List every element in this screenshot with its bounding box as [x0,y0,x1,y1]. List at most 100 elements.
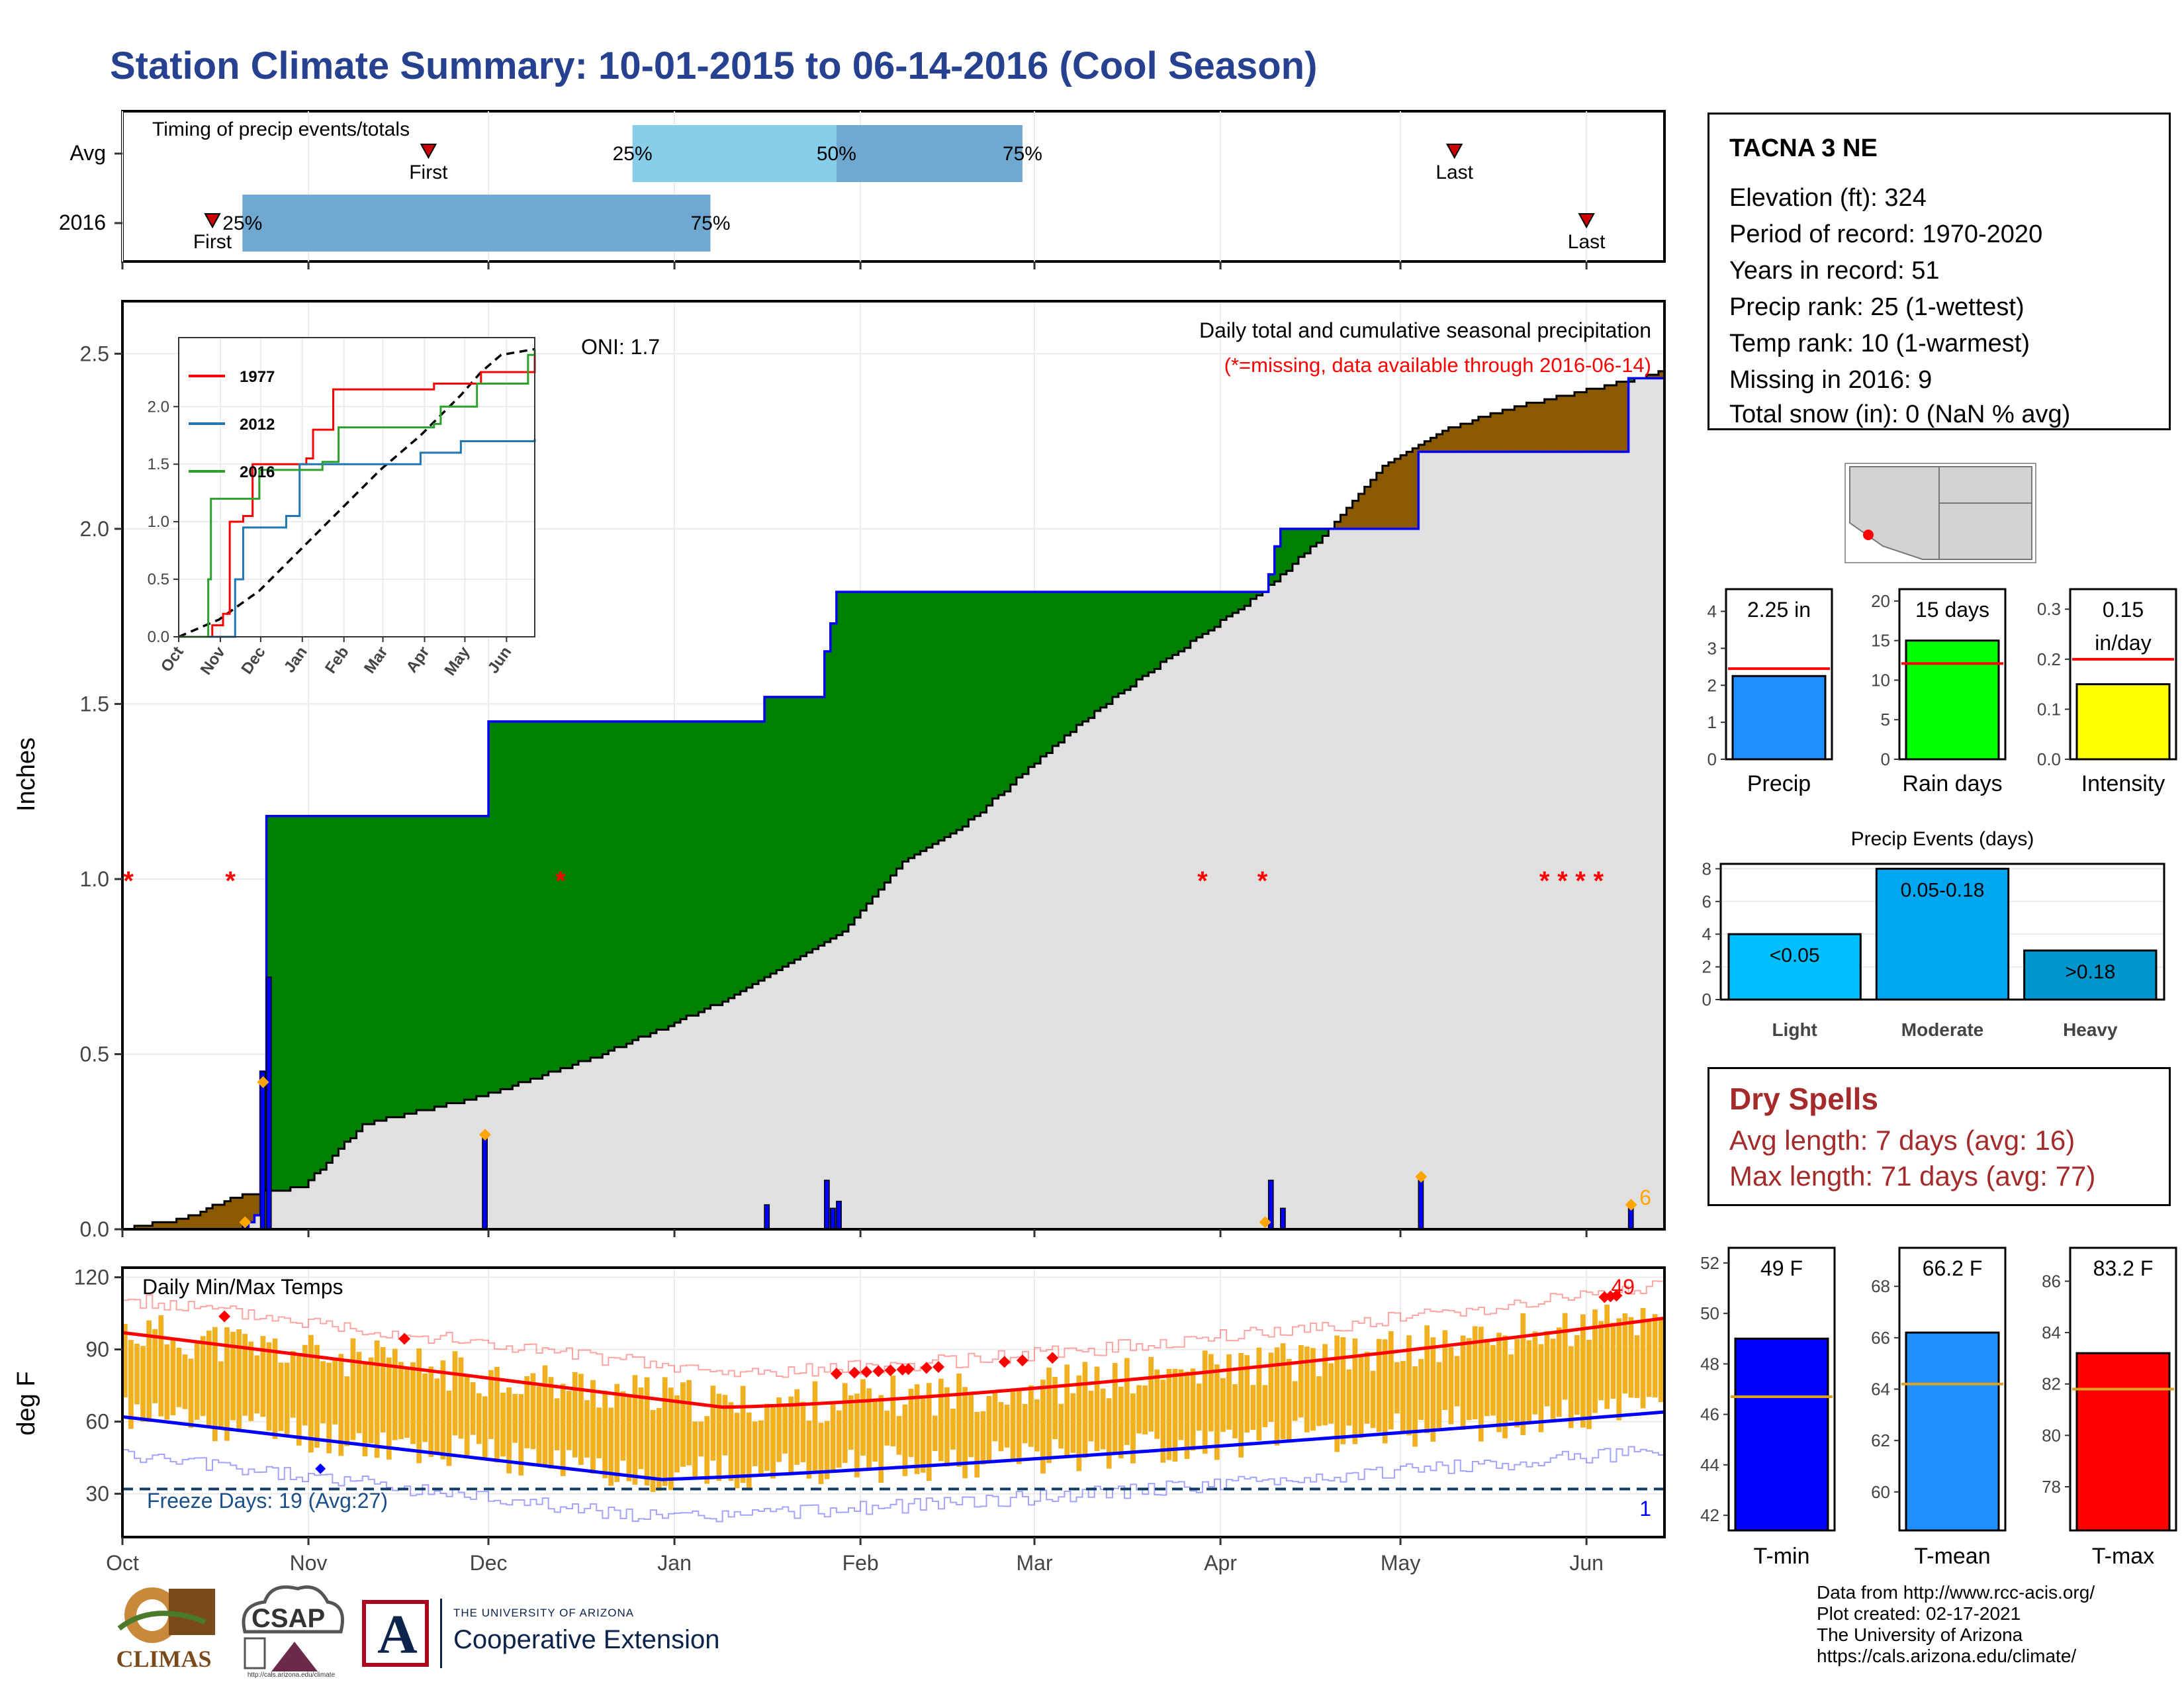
anomaly-fill [524,721,531,1082]
anomaly-fill [1424,441,1432,452]
baseline-fill [890,875,897,1229]
mini-category-label: T-mean [1914,1544,1990,1569]
baseline-fill [1142,676,1149,1229]
anomaly-fill [1298,528,1305,557]
credit-line: https://cals.arizona.edu/climate/ [1817,1646,2077,1666]
daily-temp-bar [1082,1362,1088,1458]
daily-precip-bar [830,1207,836,1230]
anomaly-fill [1322,528,1329,536]
anomaly-fill [560,721,567,1068]
inset-y-tick-label: 0.5 [148,571,169,588]
baseline-fill [1328,528,1335,1230]
mini-y-tick-label: 4 [1707,602,1717,622]
daily-temp-bar [926,1383,932,1481]
daily-temp-bar [350,1338,356,1440]
record-high-marker [218,1310,231,1323]
dry-spells-title: Dry Spells [1729,1082,1878,1116]
daily-temp-bar [1292,1381,1298,1421]
daily-temp-bar [428,1366,434,1457]
event-bar-label: <0.05 [1770,945,1820,966]
mini-y-tick-label: 84 [2042,1323,2061,1342]
daily-temp-bar [218,1361,224,1428]
baseline-fill [374,1120,381,1229]
baseline-fill [638,1037,645,1229]
daily-temp-bar [536,1386,542,1465]
anomaly-fill [140,1225,147,1229]
daily-temp-bar [494,1366,500,1463]
y-tick-label: 0.5 [80,1042,109,1066]
daily-temp-bar [1226,1354,1232,1430]
anomaly-fill [848,592,855,925]
avg-cumulative-line [122,370,1664,1231]
station-snow: Total snow (in): 0 (NaN % avg) [1729,400,2071,428]
daily-temp-bar [1094,1366,1100,1452]
baseline-fill [1574,451,1581,1229]
anomaly-fill [1196,592,1203,637]
mini-y-tick-label: 3 [1707,638,1717,658]
baseline-fill [782,966,789,1229]
anomaly-fill [1364,487,1371,529]
missing-marker: * [1557,867,1568,896]
baseline-fill [500,1089,507,1229]
baseline-fill [854,917,861,1229]
baseline-fill [518,1082,525,1229]
mini-y-tick-label: 44 [1700,1455,1719,1475]
anomaly-fill [272,816,279,1191]
summary-precip-bars: 0 1 2 3 4 2.25 in Precip 0 5 10 15 20 15 days Rain da… [1707,588,2177,796]
daily-temp-bar [1304,1346,1310,1432]
daily-temp-bar [620,1391,626,1461]
daily-temp-bar [296,1356,302,1446]
daily-temp-bar [1454,1356,1460,1407]
daily-temp-bar [164,1344,170,1420]
daily-temp-bar [800,1401,806,1462]
anomaly-fill [1352,500,1359,529]
anomaly-fill [1022,592,1029,774]
daily-temp-bar [998,1402,1004,1452]
daily-temp-bar [1526,1340,1532,1422]
daily-temp-bar [1184,1371,1190,1459]
anomaly-fill [1616,381,1623,452]
daily-temp-bar [1340,1337,1346,1444]
daily-temp-bar [1580,1314,1586,1428]
anomaly-fill [1400,455,1407,529]
baseline-fill [1406,528,1413,1230]
daily-temp-bar [1592,1309,1598,1413]
baseline-fill [434,1106,441,1229]
baseline-fill [338,1149,345,1229]
daily-temp-bar [212,1327,218,1442]
baseline-fill [884,882,891,1229]
daily-temp-bar [1208,1354,1214,1432]
daily-temp-bar [1196,1383,1202,1431]
daily-temp-bar [1424,1325,1430,1434]
daily-temp-bar [638,1387,644,1470]
baseline-fill [1508,451,1515,1229]
baseline-fill [296,1187,303,1229]
baseline-fill [1136,679,1143,1229]
baseline-fill [1466,451,1473,1229]
daily-temp-bar [1628,1317,1634,1398]
baseline-fill [362,1124,369,1229]
daily-temp-bar [1286,1358,1292,1440]
baseline-fill [1340,528,1347,1230]
baseline-fill [368,1124,375,1229]
anomaly-fill [1448,427,1455,452]
inset-series-line [179,349,536,638]
anomaly-fill [1544,399,1551,452]
anomaly-fill [806,696,813,953]
station-elevation: Elevation (ft): 324 [1729,184,1927,212]
missing-marker: * [1575,867,1586,896]
anomaly-fill [878,592,886,890]
anomaly-fill [500,721,507,1090]
baseline-fill [1454,451,1461,1229]
daily-temp-bar [326,1362,332,1454]
mini-value-label: 66.2 F [1923,1256,1983,1280]
mini-bar [2075,1352,2171,1532]
daily-temp-bar [128,1340,134,1429]
csap-gauge [244,1637,266,1669]
baseline-fill [932,844,939,1229]
daily-temp-bar [758,1420,764,1477]
daily-temp-bar [1178,1369,1184,1440]
baseline-fill [590,1057,597,1229]
daily-temp-bar [1238,1352,1244,1458]
baseline-fill [1562,451,1569,1229]
